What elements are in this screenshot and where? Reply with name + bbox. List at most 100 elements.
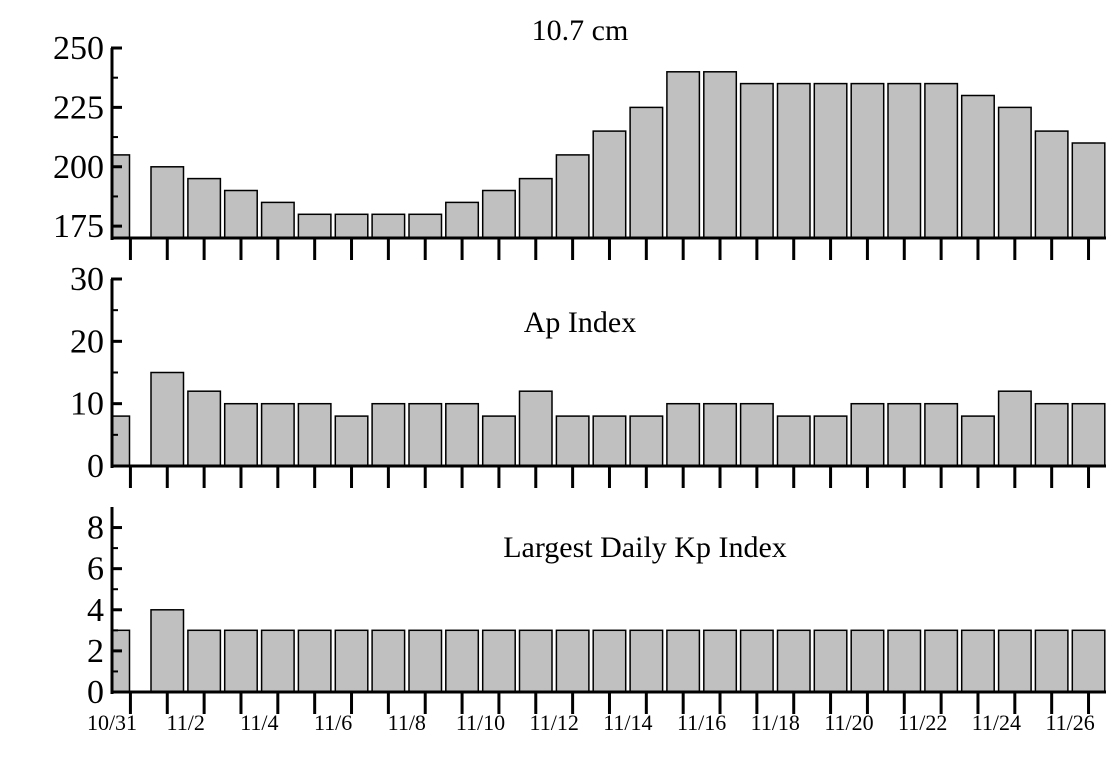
x-tick-label: 11/6: [314, 710, 352, 735]
bar-11/8: [408, 213, 443, 239]
x-tick-label: 11/16: [677, 710, 726, 735]
bar-11/4: [260, 201, 295, 239]
bar-11/24: [997, 390, 1032, 467]
bar-11/13: [592, 415, 627, 467]
bar-11/23: [960, 94, 995, 239]
bar-11/18: [776, 415, 811, 467]
panel-title: Ap Index: [524, 306, 636, 339]
bar-11/12: [555, 415, 590, 467]
x-tick-label: 11/26: [1045, 710, 1094, 735]
bar-11/15: [666, 71, 701, 239]
x-tick-label: 11/22: [898, 710, 947, 735]
y-tick-label: 10: [70, 386, 104, 423]
bar-11/20: [850, 629, 885, 693]
y-tick-label: 250: [53, 30, 104, 67]
bar-11/21: [887, 82, 922, 239]
bar-11/15: [666, 629, 701, 693]
bar-11/2: [187, 177, 222, 239]
panel-title: Largest Daily Kp Index: [503, 531, 787, 564]
bar-11/3: [223, 629, 258, 693]
bar-11/12: [555, 629, 590, 693]
bar-11/13: [592, 130, 627, 239]
bar-10/31: [111, 415, 131, 467]
bar-11/2: [187, 629, 222, 693]
bar-11/9: [445, 629, 480, 693]
bar-11/17: [739, 629, 774, 693]
bar-11/6: [334, 415, 369, 467]
bar-11/24: [997, 106, 1032, 239]
bar-11/22: [924, 629, 959, 693]
bar-11/22: [924, 402, 959, 467]
bar-11/21: [887, 629, 922, 693]
bar-11/1: [150, 609, 185, 693]
y-tick-label: 6: [87, 551, 104, 588]
bar-11/3: [223, 189, 258, 239]
bar-11/14: [629, 106, 664, 239]
x-tick-label: 11/2: [167, 710, 205, 735]
bar-11/1: [150, 371, 185, 467]
bar-11/25: [1034, 402, 1069, 467]
x-tick-label: 11/20: [824, 710, 873, 735]
bar-11/24: [997, 629, 1032, 693]
bar-11/2: [187, 390, 222, 467]
x-tick-label: 11/12: [530, 710, 579, 735]
bar-11/13: [592, 629, 627, 693]
bar-11/10: [481, 629, 516, 693]
bar-11/23: [960, 415, 995, 467]
panel-1: 175 200 225 250 10.7 cm: [53, 14, 1106, 260]
bar-11/11: [518, 390, 553, 467]
y-tick-label: 8: [87, 510, 104, 547]
bar-10/31: [111, 629, 131, 693]
bar-11/5: [297, 402, 332, 467]
bar-11/7: [371, 402, 406, 467]
y-tick-label: 0: [87, 674, 104, 711]
y-tick-label: 225: [53, 89, 104, 126]
bar-11/5: [297, 629, 332, 693]
bar-11/18: [776, 82, 811, 239]
x-tick-label: 11/18: [751, 710, 800, 735]
bar-11/19: [813, 415, 848, 467]
bar-11/16: [703, 629, 738, 693]
panel-title: 10.7 cm: [532, 14, 629, 47]
bar-11/9: [445, 402, 480, 467]
bar-11/11: [518, 629, 553, 693]
bar-11/14: [629, 629, 664, 693]
bar-11/20: [850, 82, 885, 239]
bar-11/1: [150, 166, 185, 239]
bar-11/23: [960, 629, 995, 693]
x-tick-label: 11/14: [603, 710, 652, 735]
bar-11/4: [260, 402, 295, 467]
bar-11/14: [629, 415, 664, 467]
y-tick-label: 30: [70, 261, 104, 298]
bar-11/25: [1034, 130, 1069, 239]
y-tick-label: 20: [70, 323, 104, 360]
bar-11/8: [408, 402, 443, 467]
bar-11/17: [739, 82, 774, 239]
y-tick-label: 2: [87, 633, 104, 670]
bar-11/6: [334, 629, 369, 693]
bar-11/26: [1071, 142, 1106, 239]
bar-11/17: [739, 402, 774, 467]
bar-11/10: [481, 415, 516, 467]
x-tick-label: 11/24: [972, 710, 1021, 735]
bar-11/20: [850, 402, 885, 467]
bar-11/26: [1071, 629, 1106, 693]
x-tick-label: 11/10: [456, 710, 505, 735]
x-tick-labels: 10/31 11/2 11/4 11/6 11/8 11/10 11/12 11/14 11/1…: [87, 710, 1095, 735]
x-tick-label: 10/31: [87, 710, 137, 735]
bar-11/12: [555, 154, 590, 239]
y-tick-label: 4: [87, 592, 104, 629]
panel-3: 0 2 4 6 8 Largest Daily Kp Index: [87, 507, 1106, 714]
bar-11/5: [297, 213, 332, 239]
bar-11/21: [887, 402, 922, 467]
bar-11/26: [1071, 402, 1106, 467]
bar-11/25: [1034, 629, 1069, 693]
bar-11/11: [518, 177, 553, 239]
bar-11/18: [776, 629, 811, 693]
panel-2: 0 10 20 30 Ap Index: [70, 261, 1106, 488]
bar-11/10: [481, 189, 516, 239]
bar-11/6: [334, 213, 369, 239]
bar-11/7: [371, 629, 406, 693]
bar-11/16: [703, 402, 738, 467]
